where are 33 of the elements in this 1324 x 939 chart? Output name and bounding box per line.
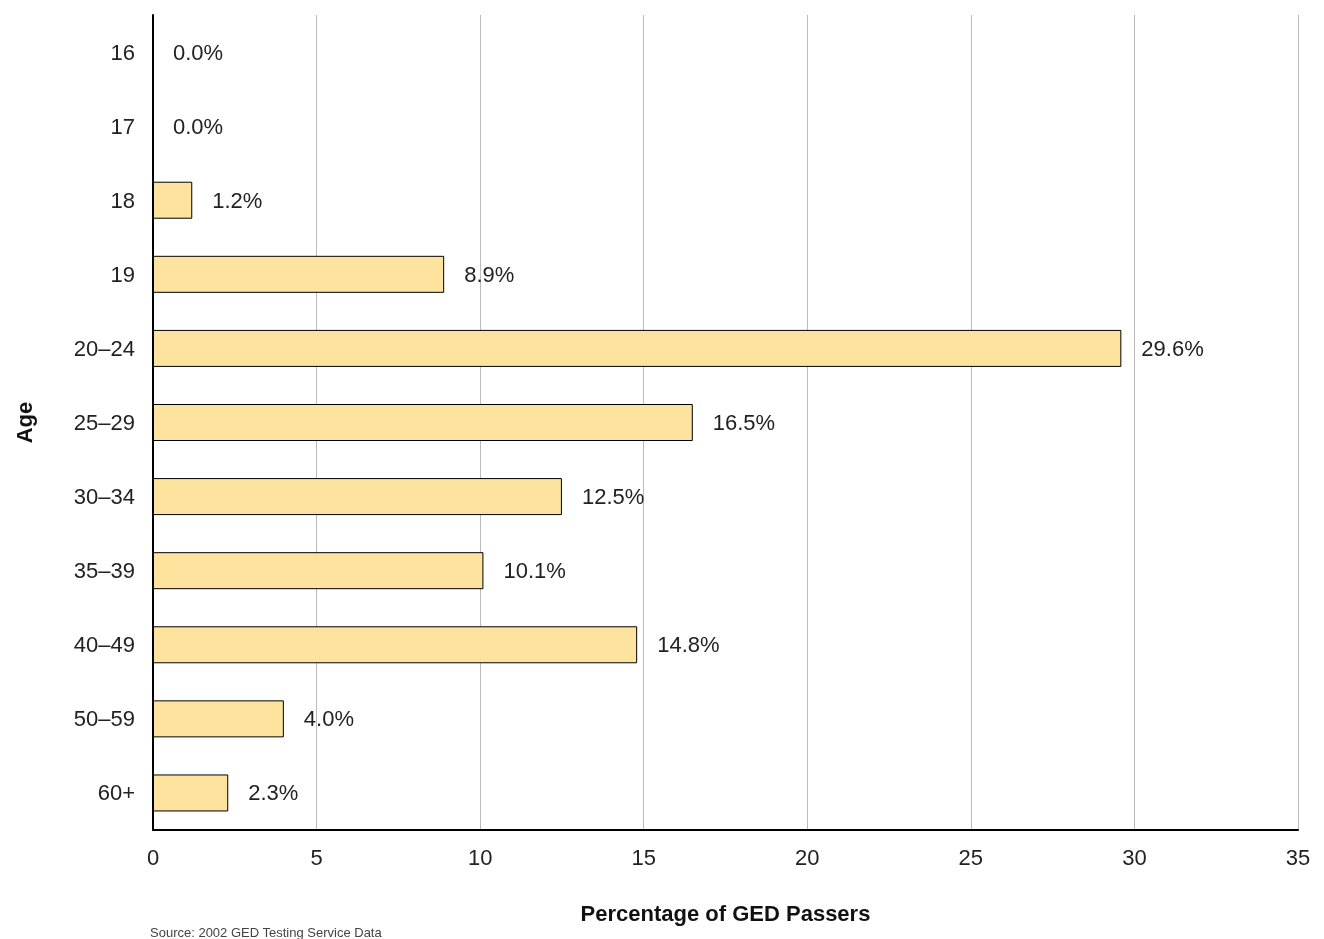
data-label: 16.5% xyxy=(712,410,776,435)
y-tick-label: 19 xyxy=(110,261,135,287)
y-tick-label: 25–29 xyxy=(73,410,135,435)
data-label: 12.5% xyxy=(581,484,645,510)
y-tick-label: 30–34 xyxy=(73,484,135,510)
y-tick-label: 20–24 xyxy=(73,335,135,361)
data-label: 29.6% xyxy=(1141,335,1204,361)
data-label: 2.3% xyxy=(248,780,299,806)
x-tick-label: 20 xyxy=(795,844,820,870)
y-tick-label: 60+ xyxy=(97,780,135,806)
y-tick-label: 40–49 xyxy=(73,632,135,658)
y-tick-label: 18 xyxy=(110,187,135,213)
x-tick-label: 35 xyxy=(1285,844,1311,870)
y-tick-label: 50–59 xyxy=(73,706,135,732)
x-tick-label: 15 xyxy=(631,844,656,870)
x-axis-title: Percentage of GED Passers xyxy=(580,900,871,926)
x-tick-label: 25 xyxy=(958,844,984,870)
data-label: 10.1% xyxy=(503,558,566,584)
y-tick-label: 35–39 xyxy=(73,558,135,584)
source-note: Source: 2002 GED Testing Service Data xyxy=(150,925,383,939)
x-tick-label: 5 xyxy=(310,844,323,870)
data-label: 14.8% xyxy=(657,632,720,658)
data-label: 4.0% xyxy=(303,706,355,732)
data-label: 0.0% xyxy=(173,39,224,65)
x-tick-label: 30 xyxy=(1122,844,1147,870)
x-tick-label: 0 xyxy=(146,844,160,870)
y-tick-label: 16 xyxy=(110,39,135,65)
x-tick-label: 10 xyxy=(467,844,493,870)
data-label: 1.2% xyxy=(212,187,263,213)
y-axis-title: Age xyxy=(11,401,37,444)
y-tick-label: 17 xyxy=(110,113,135,139)
data-label: 0.0% xyxy=(173,113,224,139)
data-label: 8.9% xyxy=(464,261,515,287)
